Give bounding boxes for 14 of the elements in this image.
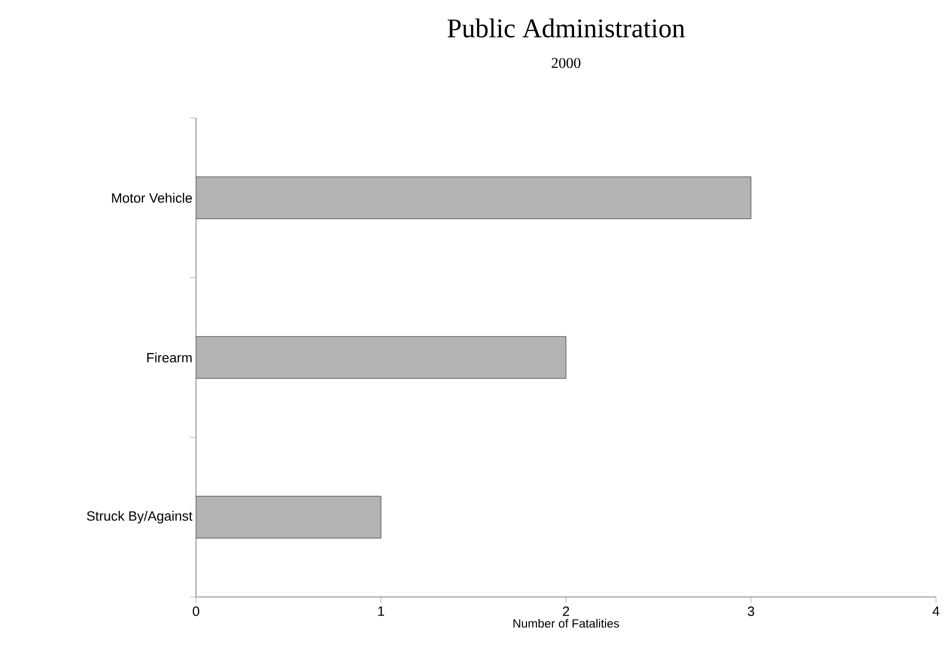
chart-subtitle: 2000 <box>552 58 580 68</box>
chart-title: Public Administration <box>448 18 685 38</box>
x-axis-title: Number of Fatalities <box>514 618 620 628</box>
y-tick-label: Motor Vehicle <box>112 192 192 203</box>
x-tick-label: 4 <box>932 606 940 616</box>
y-tick-label: Struck By/Against <box>86 510 192 524</box>
y-tick-label: Firearm <box>147 352 192 362</box>
x-tick-label: 3 <box>748 606 754 616</box>
bar <box>196 336 566 379</box>
bar <box>196 496 382 538</box>
bar <box>196 176 752 220</box>
x-tick-label: 0 <box>192 606 200 616</box>
x-tick-label: 2 <box>562 606 570 616</box>
x-tick-label: 1 <box>378 606 384 616</box>
